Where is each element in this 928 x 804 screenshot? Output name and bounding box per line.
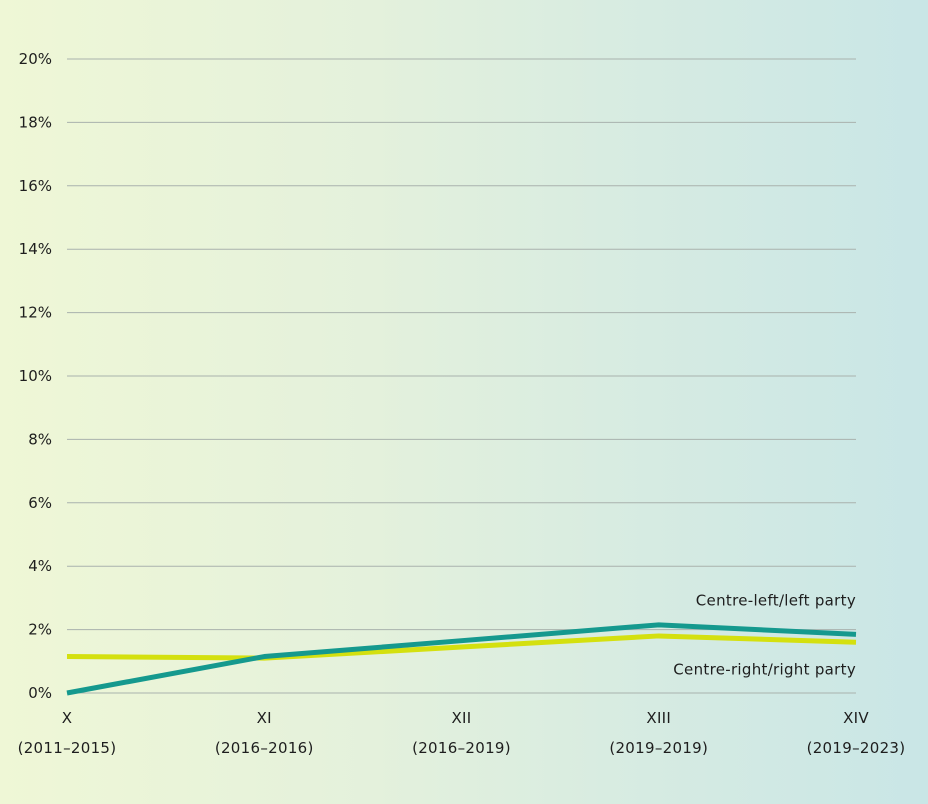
x-tick-label: X (2011–2015) bbox=[18, 709, 117, 757]
x-tick-numeral: XIII bbox=[646, 709, 671, 727]
x-tick-numeral: X bbox=[62, 709, 73, 727]
x-tick-period: (2016–2016) bbox=[215, 739, 314, 757]
x-tick-label: XIII (2019–2019) bbox=[609, 709, 708, 757]
y-tick-label: 4% bbox=[28, 557, 52, 575]
x-axis-ticks: X(2011–2015)XI(2016–2016)XII(2016–2019)X… bbox=[18, 709, 906, 757]
x-tick-period: (2011–2015) bbox=[18, 739, 117, 757]
series-lines bbox=[66, 622, 857, 696]
series-labels: Centre-left/left party Centre-right/right… bbox=[673, 591, 856, 678]
x-tick-numeral: XII bbox=[451, 709, 471, 727]
y-tick-label: 8% bbox=[28, 430, 52, 448]
x-tick-numeral: XIV bbox=[843, 709, 869, 727]
x-tick-label: XIV (2019–2023) bbox=[807, 709, 906, 757]
y-tick-label: 10% bbox=[19, 367, 52, 385]
series-label-centre-left: Centre-left/left party bbox=[696, 591, 856, 609]
x-tick-label: XI (2016–2016) bbox=[215, 709, 314, 757]
y-axis-ticks: 0% 2% 4% 6% 8% 10% 12% 14% 16% 18% 20% bbox=[19, 50, 52, 702]
y-tick-label: 12% bbox=[19, 304, 52, 322]
x-tick-period: (2019–2019) bbox=[609, 739, 708, 757]
x-tick-period: (2016–2019) bbox=[412, 739, 511, 757]
y-tick-label: 20% bbox=[19, 50, 52, 68]
x-tick-numeral: XI bbox=[257, 709, 272, 727]
series-label-centre-right: Centre-right/right party bbox=[673, 660, 856, 678]
y-tick-label: 6% bbox=[28, 494, 52, 512]
y-tick-label: 18% bbox=[19, 113, 52, 131]
x-tick-period: (2019–2023) bbox=[807, 739, 906, 757]
y-tick-label: 16% bbox=[19, 177, 52, 195]
y-tick-label: 0% bbox=[28, 684, 52, 702]
gridlines bbox=[67, 58, 856, 694]
y-tick-label: 2% bbox=[28, 621, 52, 639]
y-tick-label: 14% bbox=[19, 240, 52, 258]
x-tick-label: XII (2016–2019) bbox=[412, 709, 511, 757]
